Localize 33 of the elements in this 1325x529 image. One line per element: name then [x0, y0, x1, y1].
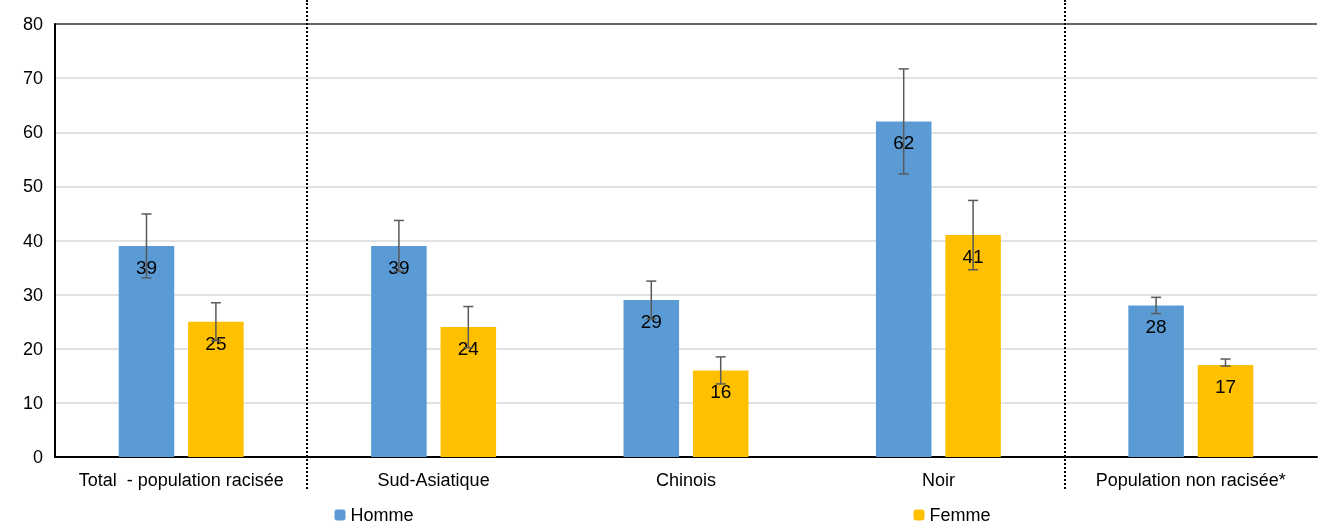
- data-label: 16: [710, 381, 732, 403]
- x-tick-label: Total - population racisée: [78, 470, 284, 490]
- bar: [188, 321, 244, 457]
- bar: [945, 235, 1001, 457]
- y-tick-label: 20: [22, 338, 43, 359]
- data-label: 24: [457, 338, 480, 360]
- x-tick-label: Population non racisée*: [1095, 470, 1286, 490]
- x-tick-label: Chinois: [655, 470, 717, 490]
- y-tick-label: 0: [32, 447, 43, 467]
- bar: [875, 121, 932, 457]
- x-tick-label: Sud-Asiatique: [377, 470, 490, 490]
- y-tick-label: 60: [22, 122, 43, 143]
- data-label: 25: [205, 332, 227, 354]
- legend-label: Femme: [929, 505, 991, 525]
- data-label: 39: [388, 256, 410, 278]
- data-label: 17: [1214, 375, 1237, 397]
- data-label: 28: [1145, 316, 1167, 338]
- y-tick-label: 80: [22, 14, 43, 34]
- bar: [692, 370, 749, 457]
- bar: [371, 245, 427, 457]
- bar: [440, 327, 497, 457]
- bar: [118, 245, 175, 457]
- bar: [623, 300, 680, 457]
- x-tick-label: Noir: [921, 470, 955, 490]
- y-tick-label: 10: [22, 392, 43, 413]
- legend-label: Homme: [350, 505, 414, 525]
- bar: [1128, 305, 1184, 457]
- y-tick-label: 30: [22, 284, 43, 305]
- y-tick-label: 70: [22, 68, 43, 89]
- data-label: 29: [640, 311, 662, 333]
- y-tick-label: 50: [22, 176, 43, 197]
- y-tick-label: 40: [22, 230, 43, 251]
- bar: [1197, 364, 1254, 457]
